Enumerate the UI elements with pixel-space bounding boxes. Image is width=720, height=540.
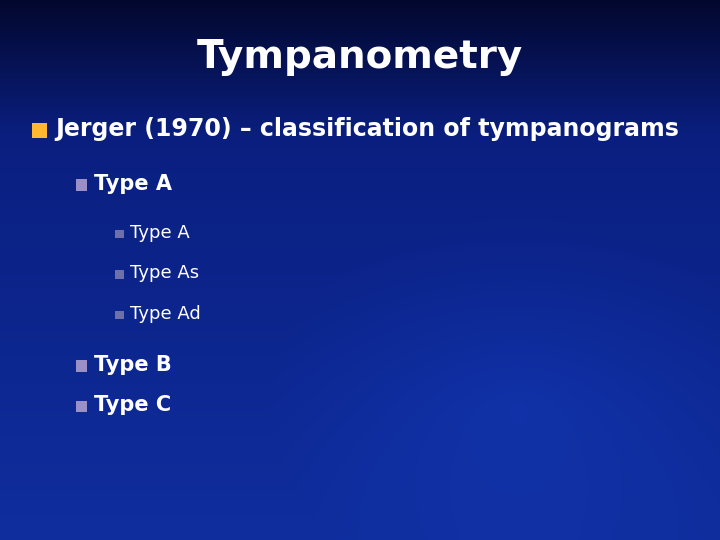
- Bar: [115, 230, 124, 238]
- Bar: [76, 179, 87, 191]
- Bar: [76, 401, 87, 412]
- Bar: [32, 123, 47, 138]
- Text: Type A: Type A: [94, 174, 172, 194]
- Text: Type Ad: Type Ad: [130, 305, 200, 323]
- Bar: [115, 270, 124, 279]
- Text: Type As: Type As: [130, 265, 199, 282]
- Bar: [115, 310, 124, 319]
- Bar: [76, 360, 87, 372]
- Text: Type C: Type C: [94, 395, 171, 415]
- Text: Jerger (1970) – classification of tympanograms: Jerger (1970) – classification of tympan…: [55, 117, 679, 141]
- Text: Type B: Type B: [94, 355, 172, 375]
- Text: Type A: Type A: [130, 224, 189, 242]
- Text: Tympanometry: Tympanometry: [197, 38, 523, 76]
